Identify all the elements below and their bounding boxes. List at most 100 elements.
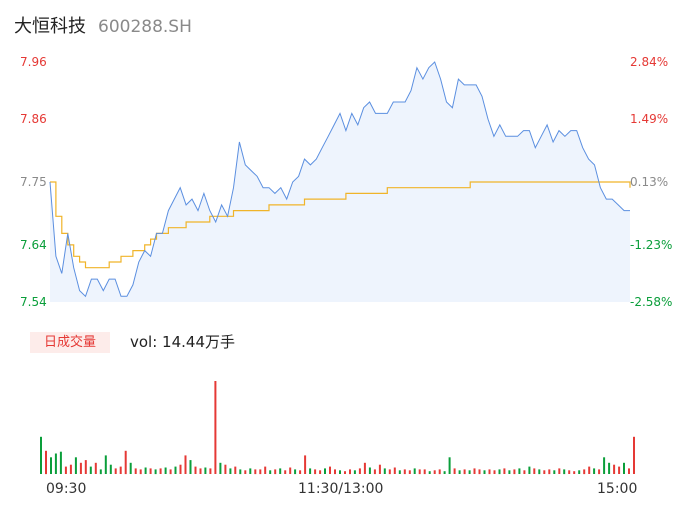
percent-tick-label: 2.84% xyxy=(630,55,669,69)
percent-tick-label: 0.13% xyxy=(630,175,669,189)
percent-tick-label: 1.49% xyxy=(630,112,669,126)
volume-bar xyxy=(349,469,351,475)
volume-bar xyxy=(423,469,426,475)
volume-bar xyxy=(513,469,516,475)
volume-bar xyxy=(538,469,541,475)
percent-tick-label: -2.58% xyxy=(630,295,673,309)
volume-bar xyxy=(284,470,287,474)
volume-bar xyxy=(553,470,556,474)
volume-bar xyxy=(408,470,411,474)
volume-bar xyxy=(573,471,576,474)
volume-bar xyxy=(353,470,356,474)
volume-bar xyxy=(134,468,137,474)
volume-bar xyxy=(603,457,606,474)
volume-bar xyxy=(194,466,197,474)
percent-tick-label: -1.23% xyxy=(630,238,673,252)
volume-bar xyxy=(488,469,491,475)
volume-bar xyxy=(628,468,630,474)
price-line xyxy=(49,61,630,298)
volume-bar xyxy=(264,466,267,474)
volume-bar xyxy=(473,468,476,474)
volume-bar xyxy=(418,469,421,475)
volume-bar xyxy=(623,462,625,474)
volume-bar xyxy=(84,460,87,474)
volume-bar xyxy=(50,457,52,474)
volume-bar xyxy=(483,470,486,474)
volume-bar xyxy=(463,469,466,475)
volume-bar xyxy=(613,464,616,474)
volume-bar xyxy=(239,469,242,475)
volume-bar xyxy=(383,468,386,474)
volume-bar xyxy=(618,466,621,474)
volume-bar xyxy=(518,468,521,474)
volume-bar xyxy=(89,466,92,474)
volume-bar xyxy=(99,469,102,475)
volume-bar xyxy=(443,471,446,474)
time-tick-label: 09:30 xyxy=(46,481,87,497)
volume-bar xyxy=(453,468,456,474)
volume-bar xyxy=(378,464,381,474)
volume-bar xyxy=(563,469,566,475)
volume-bar xyxy=(234,466,237,474)
volume-bar xyxy=(334,469,336,475)
time-tick-label: 15:00 xyxy=(597,481,638,497)
volume-bar xyxy=(179,464,182,474)
volume-label: vol: 14.44万手 xyxy=(130,333,235,351)
average-price-line xyxy=(50,181,631,269)
time-tick-label: 11:30/13:00 xyxy=(298,481,384,497)
volume-bar xyxy=(189,460,192,474)
volume-badge[interactable]: 日成交量 xyxy=(30,332,110,353)
volume-bar xyxy=(224,464,227,474)
volume-bar xyxy=(533,468,536,474)
volume-bar xyxy=(543,470,546,474)
volume-bar xyxy=(578,470,581,474)
volume-bar xyxy=(209,468,212,474)
volume-bar xyxy=(598,469,601,475)
volume-bar xyxy=(184,455,187,474)
volume-bar xyxy=(159,468,162,474)
volume-bar xyxy=(94,462,97,474)
volume-bar xyxy=(269,470,272,474)
volume-bar xyxy=(294,469,297,475)
volume-bar xyxy=(438,469,441,475)
volume-bar xyxy=(174,466,177,474)
volume-bar xyxy=(139,469,142,475)
volume-bar xyxy=(558,468,561,474)
volume-bar xyxy=(119,466,122,474)
volume-bar xyxy=(204,467,207,474)
volume-bar xyxy=(368,467,371,474)
volume-bar xyxy=(413,468,416,474)
volume-bar xyxy=(114,468,117,474)
volume-bar xyxy=(40,436,42,474)
volume-bar xyxy=(503,468,506,474)
volume-bar xyxy=(104,455,107,474)
volume-bar xyxy=(214,381,217,474)
volume-bar xyxy=(319,470,322,474)
volume-bar xyxy=(633,436,635,474)
volume-bar xyxy=(339,470,341,474)
volume-bar xyxy=(528,466,531,474)
stock-title: 大恒科技 600288.SH xyxy=(14,12,192,38)
volume-bar xyxy=(388,469,391,475)
volume-bar xyxy=(164,467,167,474)
volume-bar xyxy=(363,462,366,474)
volume-bar xyxy=(169,469,172,475)
volume-bar xyxy=(508,470,511,474)
price-tick-label: 7.96 xyxy=(20,55,47,69)
volume-bar xyxy=(254,469,257,475)
volume-bar xyxy=(219,462,222,474)
volume-bar xyxy=(403,469,406,475)
volume-bar xyxy=(299,470,302,474)
volume-bar xyxy=(244,470,247,474)
volume-bar xyxy=(154,469,157,475)
volume-bar xyxy=(373,469,376,475)
volume-bar xyxy=(45,450,47,475)
volume-bar xyxy=(458,470,461,474)
volume-bar xyxy=(588,466,591,474)
volume-bar xyxy=(393,467,396,474)
volume-bar xyxy=(314,469,317,475)
volume-bar xyxy=(433,470,436,474)
volume-bar xyxy=(54,453,57,474)
price-tick-label: 7.86 xyxy=(20,112,47,126)
